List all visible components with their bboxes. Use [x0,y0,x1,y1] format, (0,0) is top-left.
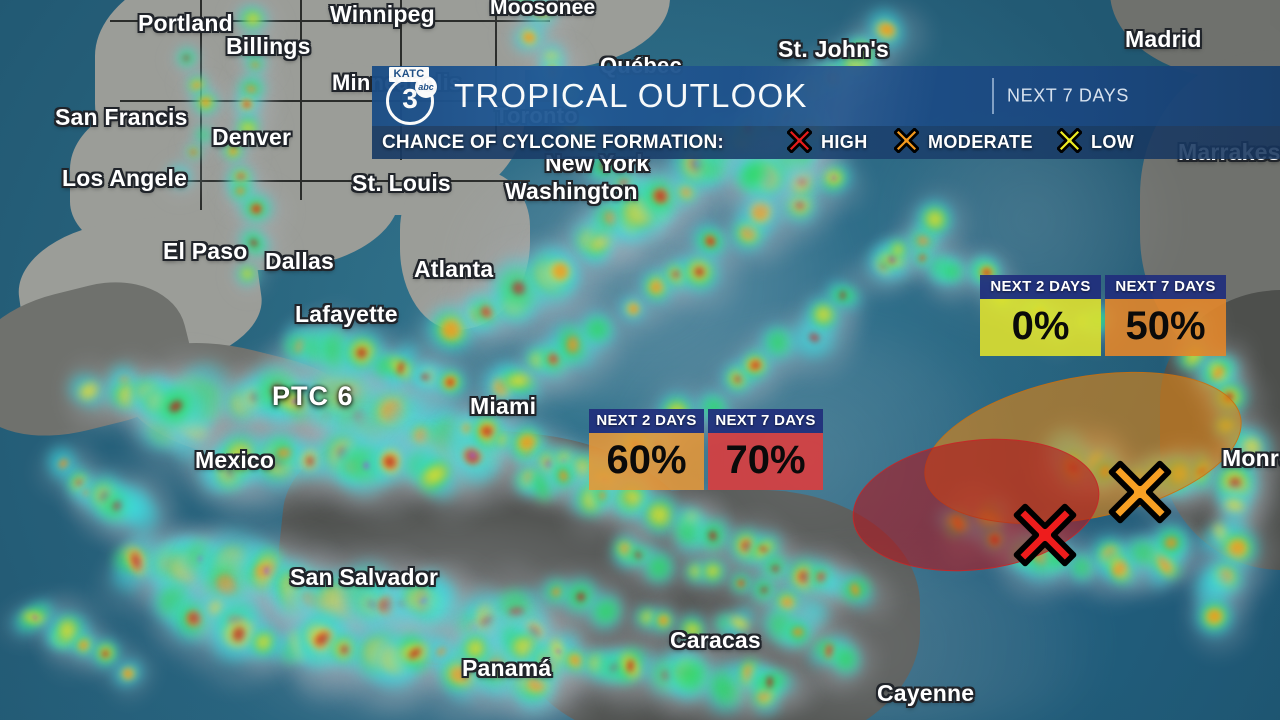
katc-3-logo: KATC 3 abc [380,64,444,128]
low-x-icon [1056,127,1083,158]
legend-item-moderate: MODERATE [893,127,1033,158]
legend-label: CHANCE OF CYLCONE FORMATION: [382,131,724,153]
title-bar: KATC 3 abc TROPICAL OUTLOOK NEXT 7 DAYS [372,66,1280,126]
city-label: Portland [138,10,233,36]
legend-item-low: LOW [1056,127,1135,158]
city-label: Cayenne [877,680,975,706]
high-x-icon [786,127,813,158]
probability-column: NEXT 2 DAYS 0% [980,275,1101,356]
probability-box-caribbean: NEXT 2 DAYS 60% NEXT 7 DAYS 70% [589,409,823,490]
legend-item-label: LOW [1091,132,1135,152]
probability-value: 0% [980,299,1101,356]
moderate-risk-marker [1108,460,1172,524]
channel-number-text: 3 [402,83,418,114]
city-label: Miami [470,393,537,419]
city-label: Denver [212,124,292,150]
high-risk-marker [1013,503,1077,567]
city-label: San Francis [55,104,188,130]
city-label: Mexico [195,447,275,473]
city-label: El Paso [163,238,248,264]
channel-number-circle: 3 [386,77,434,125]
city-label: San Salvador [290,564,439,590]
abc-affiliate-badge: abc [415,76,437,98]
city-label: St. Louis [352,170,451,196]
page-title: TROPICAL OUTLOOK [454,77,808,114]
probability-column: NEXT 7 DAYS 70% [708,409,823,490]
probability-column: NEXT 7 DAYS 50% [1105,275,1226,356]
probability-column: NEXT 2 DAYS 60% [589,409,704,490]
city-label: St. John's [778,36,889,62]
cloud-blob [766,673,773,690]
city-label: Moosonee [490,0,596,19]
probability-header: NEXT 7 DAYS [1105,275,1226,299]
title-divider [992,78,994,114]
title-timeframe: NEXT 7 DAYS [1007,85,1129,106]
city-label: Dallas [265,248,334,274]
city-label: Washington [505,178,638,204]
abc-affiliate-text: abc [418,82,434,92]
moderate-x-icon [893,127,920,158]
legend-item-label: HIGH [821,132,868,152]
city-label: Winnipeg [330,1,435,27]
probability-value: 50% [1105,299,1226,356]
probability-header: NEXT 2 DAYS [589,409,704,433]
title-bar-sheen [372,66,1280,126]
probability-value: 70% [708,433,823,490]
probability-header: NEXT 2 DAYS [980,275,1101,299]
storm-label: PTC 6 [272,381,354,411]
city-label: Caracas [670,627,761,653]
probability-value: 60% [589,433,704,490]
city-label: Panamá [462,655,552,681]
city-label: Los Angele [62,165,188,191]
city-label: Monrovia [1222,445,1280,471]
cloud-blob [251,204,262,213]
legend-item-label: MODERATE [928,132,1033,152]
probability-box-atlantic: NEXT 2 DAYS 0% NEXT 7 DAYS 50% [980,275,1226,356]
city-label: Billings [226,33,311,59]
legend-item-high: HIGH [786,127,868,158]
city-label: Lafayette [295,301,398,327]
probability-header: NEXT 7 DAYS [708,409,823,433]
city-label: Atlanta [414,256,494,282]
city-label: Madrid [1125,26,1202,52]
legend-bar: CHANCE OF CYLCONE FORMATION: HIGH MODERA… [372,126,1280,159]
